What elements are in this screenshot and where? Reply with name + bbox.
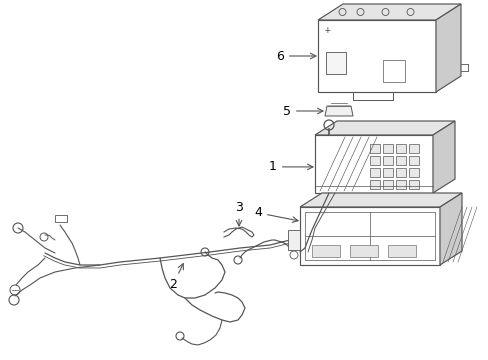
FancyBboxPatch shape bbox=[369, 144, 379, 153]
FancyBboxPatch shape bbox=[395, 180, 405, 189]
Polygon shape bbox=[317, 4, 460, 20]
Polygon shape bbox=[287, 230, 299, 250]
FancyBboxPatch shape bbox=[382, 156, 392, 165]
Polygon shape bbox=[317, 20, 435, 92]
FancyBboxPatch shape bbox=[408, 168, 418, 177]
Polygon shape bbox=[299, 193, 461, 207]
FancyBboxPatch shape bbox=[395, 156, 405, 165]
Text: 1: 1 bbox=[268, 161, 312, 174]
FancyBboxPatch shape bbox=[382, 144, 392, 153]
FancyBboxPatch shape bbox=[382, 180, 392, 189]
Polygon shape bbox=[439, 193, 461, 265]
Text: 4: 4 bbox=[254, 206, 298, 222]
FancyBboxPatch shape bbox=[395, 144, 405, 153]
FancyBboxPatch shape bbox=[387, 245, 415, 257]
Text: 3: 3 bbox=[235, 201, 243, 226]
Polygon shape bbox=[314, 121, 454, 135]
FancyBboxPatch shape bbox=[408, 144, 418, 153]
Text: 2: 2 bbox=[169, 264, 183, 292]
Text: +: + bbox=[325, 25, 330, 35]
Polygon shape bbox=[299, 207, 439, 265]
FancyBboxPatch shape bbox=[311, 245, 339, 257]
FancyBboxPatch shape bbox=[55, 215, 67, 222]
FancyBboxPatch shape bbox=[395, 168, 405, 177]
Text: 5: 5 bbox=[283, 104, 322, 117]
FancyBboxPatch shape bbox=[408, 180, 418, 189]
Polygon shape bbox=[314, 135, 432, 193]
FancyBboxPatch shape bbox=[369, 168, 379, 177]
FancyBboxPatch shape bbox=[369, 180, 379, 189]
FancyBboxPatch shape bbox=[382, 60, 404, 82]
FancyBboxPatch shape bbox=[369, 156, 379, 165]
FancyBboxPatch shape bbox=[325, 52, 346, 74]
FancyBboxPatch shape bbox=[349, 245, 377, 257]
Polygon shape bbox=[435, 4, 460, 92]
Text: 6: 6 bbox=[276, 50, 315, 63]
FancyBboxPatch shape bbox=[408, 156, 418, 165]
Polygon shape bbox=[325, 106, 352, 116]
Polygon shape bbox=[432, 121, 454, 193]
FancyBboxPatch shape bbox=[382, 168, 392, 177]
